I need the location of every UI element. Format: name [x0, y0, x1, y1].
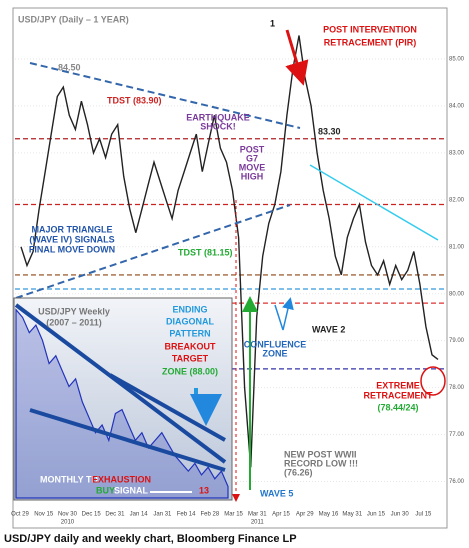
- inset-title: (2007 – 2011): [46, 317, 102, 327]
- x-tick-label: Feb 28: [200, 512, 219, 518]
- annotation: ZONE (88.00): [162, 366, 218, 376]
- annotation: MONTHLY TD: [40, 474, 99, 484]
- y-tick-label: 80.00: [449, 291, 465, 297]
- annotation: EXTREME: [376, 380, 420, 390]
- annotation: TDST (81.15): [178, 247, 233, 257]
- y-tick-label: 77.00: [449, 432, 465, 438]
- inset-trend: [29, 408, 226, 472]
- circle-marker: [420, 366, 446, 396]
- annotation: MOVE: [239, 162, 266, 172]
- trend-line: [309, 164, 439, 241]
- x-tick-label: Mar 15: [224, 512, 243, 518]
- x-tick-label: Feb 14: [177, 512, 196, 518]
- annotation: NEW POST WWII: [284, 449, 357, 459]
- x-tick-label: Apr 15: [272, 512, 290, 518]
- x-tick-label: May 31: [342, 512, 362, 518]
- annotation: 13: [199, 485, 209, 495]
- y-tick-label: 82.00: [449, 197, 465, 203]
- trend-line: [29, 62, 301, 129]
- annotation: POST: [240, 144, 265, 154]
- annotation: TARGET: [172, 353, 209, 363]
- annotation: (78.44/24): [377, 402, 418, 412]
- trend-line: [15, 204, 291, 299]
- annotation: HIGH: [241, 171, 264, 181]
- price-line: [20, 35, 439, 468]
- annotation: DIAGONAL: [166, 316, 214, 326]
- y-tick-label: 85.00: [449, 57, 465, 63]
- annotation: PATTERN: [169, 328, 210, 338]
- annotation: 1: [270, 18, 275, 28]
- y-tick-label: 84.00: [449, 103, 465, 109]
- annotation: ZONE: [262, 348, 287, 358]
- year-label: 2011: [251, 520, 265, 526]
- annotation: SIGNAL: [114, 485, 149, 495]
- annotation: WAVE 5: [260, 488, 293, 498]
- x-tick-label: Jun 15: [367, 512, 386, 518]
- annotation: (76.26): [284, 467, 313, 477]
- inset-title: USD/JPY Weekly: [38, 306, 110, 316]
- annotation: POST INTERVENTION: [323, 24, 417, 34]
- annotation: TDST (83.90): [107, 95, 162, 105]
- x-tick-label: Nov 30: [58, 512, 78, 518]
- annotation: G7: [246, 153, 258, 163]
- y-tick-label: 83.00: [449, 150, 465, 156]
- annotation: BREAKOUT: [165, 341, 217, 351]
- annotation: WAVE 2: [312, 324, 345, 334]
- x-tick-label: Jun 30: [391, 512, 410, 518]
- y-tick-label: 78.00: [449, 385, 465, 391]
- chart-title: USD/JPY (Daily – 1 YEAR): [18, 14, 129, 24]
- annotation: 83.30: [318, 126, 341, 136]
- x-tick-label: Dec 15: [82, 512, 102, 518]
- x-tick-label: Apr 29: [296, 512, 314, 518]
- arrow: [274, 300, 290, 331]
- arrow: [190, 388, 222, 426]
- x-tick-label: Nov 15: [34, 512, 54, 518]
- annotation: RETRACEMENT: [364, 390, 434, 400]
- annotation: EXHAUSTION: [92, 474, 151, 484]
- x-tick-label: Jan 31: [153, 512, 172, 518]
- annotation: CONFLUENCE: [244, 339, 307, 349]
- x-tick-label: Jul 15: [415, 512, 432, 518]
- y-tick-label: 79.00: [449, 338, 465, 344]
- annotation: RETRACEMENT (PIR): [324, 37, 417, 47]
- annotation: SHOCK!: [200, 121, 236, 131]
- annotation: 84.50: [58, 62, 81, 72]
- x-tick-label: Dec 31: [105, 512, 125, 518]
- year-label: 2010: [61, 520, 75, 526]
- annotation: FINAL MOVE DOWN: [29, 244, 115, 254]
- annotation: (WAVE IV) SIGNALS: [29, 234, 114, 244]
- y-tick-label: 81.00: [449, 244, 465, 250]
- annotation: RECORD LOW !!!: [284, 458, 358, 468]
- inset-area: [15, 308, 229, 499]
- x-tick-label: Oct 29: [11, 512, 29, 518]
- x-tick-label: May 16: [319, 512, 339, 518]
- annotation: MAJOR TRIANGLE: [32, 224, 113, 234]
- x-tick-label: Mar 31: [248, 512, 267, 518]
- annotation: EARTHQUAKE: [186, 112, 250, 122]
- caption: USD/JPY daily and weekly chart, Bloomber…: [4, 533, 297, 545]
- annotation: BUY: [96, 485, 115, 495]
- arrow: [285, 29, 309, 86]
- x-tick-label: Jan 14: [130, 512, 149, 518]
- inset-trend: [109, 373, 226, 442]
- annotation: ENDING: [172, 304, 207, 314]
- inset-trend: [14, 303, 227, 464]
- y-tick-label: 76.00: [449, 479, 465, 485]
